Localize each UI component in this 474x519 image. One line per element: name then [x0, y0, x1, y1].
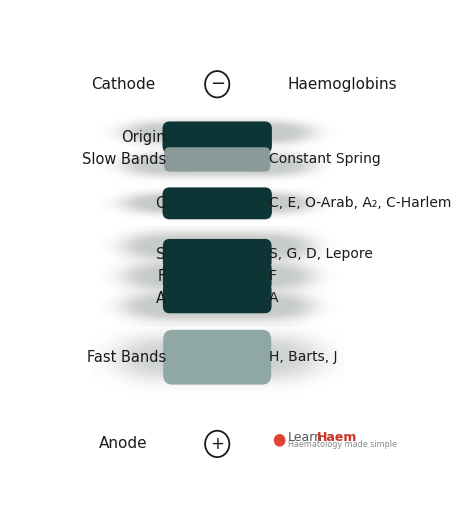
Circle shape — [274, 435, 285, 446]
Text: Haematology made simple: Haematology made simple — [288, 440, 397, 449]
Text: +: + — [210, 435, 224, 453]
FancyBboxPatch shape — [163, 330, 271, 385]
FancyBboxPatch shape — [163, 239, 272, 269]
Text: S, G, D, Lepore: S, G, D, Lepore — [269, 247, 373, 261]
Text: −: − — [210, 75, 225, 93]
Text: A: A — [269, 291, 278, 305]
Text: F: F — [157, 268, 166, 283]
Text: Cathode: Cathode — [91, 77, 155, 92]
Text: C, E, O-Arab, A₂, C-Harlem: C, E, O-Arab, A₂, C-Harlem — [269, 196, 451, 210]
Text: Haemoglobins: Haemoglobins — [287, 77, 397, 92]
FancyBboxPatch shape — [164, 147, 270, 172]
Text: Haem: Haem — [316, 431, 357, 444]
Text: Fast Bands: Fast Bands — [87, 350, 166, 365]
Text: Origin: Origin — [121, 130, 166, 145]
Text: F: F — [269, 269, 277, 283]
Text: Learn: Learn — [288, 431, 323, 444]
FancyBboxPatch shape — [163, 187, 272, 220]
FancyBboxPatch shape — [163, 261, 272, 291]
Text: Slow Bands: Slow Bands — [82, 152, 166, 167]
Text: S: S — [156, 247, 166, 262]
Text: Anode: Anode — [99, 436, 148, 452]
Text: A: A — [156, 291, 166, 306]
Text: H, Barts, J: H, Barts, J — [269, 350, 337, 364]
Text: Constant Spring: Constant Spring — [269, 153, 381, 167]
FancyBboxPatch shape — [163, 283, 272, 313]
FancyBboxPatch shape — [163, 121, 272, 153]
Text: C: C — [155, 196, 166, 211]
